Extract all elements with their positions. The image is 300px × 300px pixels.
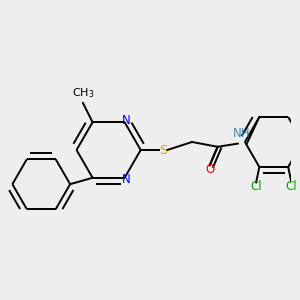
Text: S: S (159, 143, 167, 157)
Text: Cl: Cl (250, 180, 262, 193)
Text: Cl: Cl (286, 180, 297, 193)
Text: NH: NH (233, 128, 250, 140)
Text: N: N (122, 173, 130, 186)
Text: O: O (205, 163, 214, 176)
Text: CH$_3$: CH$_3$ (72, 86, 94, 100)
Text: N: N (122, 114, 130, 127)
